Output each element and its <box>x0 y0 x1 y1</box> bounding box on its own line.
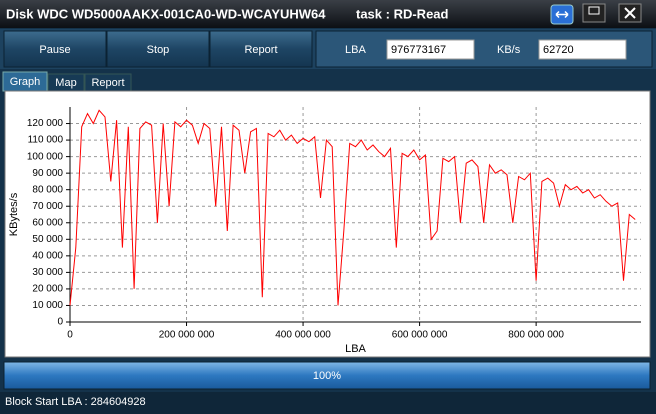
lba-label: LBA <box>345 44 366 56</box>
kbs-label: KB/s <box>497 44 521 56</box>
x-tick-label: 0 <box>67 330 73 341</box>
graph-panel <box>4 90 651 358</box>
y-tick-label: 50 000 <box>32 234 63 245</box>
x-tick-label: 600 000 000 <box>392 330 448 341</box>
y-tick-label: 80 000 <box>32 184 63 195</box>
y-tick-label: 40 000 <box>32 250 63 261</box>
y-tick-label: 120 000 <box>27 118 64 129</box>
y-tick-label: 90 000 <box>32 168 63 179</box>
close-icon <box>624 7 636 19</box>
y-tick-label: 0 <box>57 317 63 328</box>
progress-bar <box>3 361 651 390</box>
stop-button[interactable] <box>106 30 210 68</box>
x-axis-label: LBA <box>345 343 366 355</box>
progress-label: 100% <box>313 370 341 382</box>
task-label: task : RD-Read <box>356 6 449 21</box>
y-tick-label: 10 000 <box>32 300 63 311</box>
y-tick-label: 20 000 <box>32 284 63 295</box>
pause-button[interactable] <box>3 30 107 68</box>
y-axis-label: KBytes/s <box>8 192 20 236</box>
stop-label: Stop <box>147 44 170 56</box>
kbs-value: 62720 <box>543 44 574 56</box>
x-tick-label: 800 000 000 <box>508 330 564 341</box>
x-tick-label: 400 000 000 <box>275 330 331 341</box>
chart: 0 10 000 20 000 30 000 40 000 50 000 60 000 70 … <box>8 107 641 355</box>
y-tick-label: 110 000 <box>28 135 64 146</box>
tab-label: Report <box>91 77 124 89</box>
window-title: Disk WDC WD5000AAKX-001CA0-WD-WCAYUHW64 <box>6 6 326 21</box>
status-text: Block Start LBA : 284604928 <box>5 396 146 408</box>
x-tick-label: 200 000 000 <box>159 330 215 341</box>
lba-input[interactable] <box>386 39 475 60</box>
status-bar <box>0 392 656 414</box>
kbs-input[interactable] <box>538 39 627 60</box>
y-tick-label: 60 000 <box>32 217 63 228</box>
y-tick-label: 100 000 <box>27 151 64 162</box>
tab-label: Graph <box>10 76 41 88</box>
minimize-icon <box>588 6 600 15</box>
y-tick-label: 30 000 <box>32 267 63 278</box>
swap-icon <box>555 10 569 19</box>
y-tick-label: 70 000 <box>32 201 63 212</box>
lba-value: 976773167 <box>391 44 446 56</box>
report-label: Report <box>244 44 277 56</box>
report-button[interactable] <box>209 30 313 68</box>
title-bar <box>0 0 656 28</box>
tab-label: Map <box>55 77 76 89</box>
data-line <box>69 109 636 306</box>
pause-label: Pause <box>39 44 70 56</box>
